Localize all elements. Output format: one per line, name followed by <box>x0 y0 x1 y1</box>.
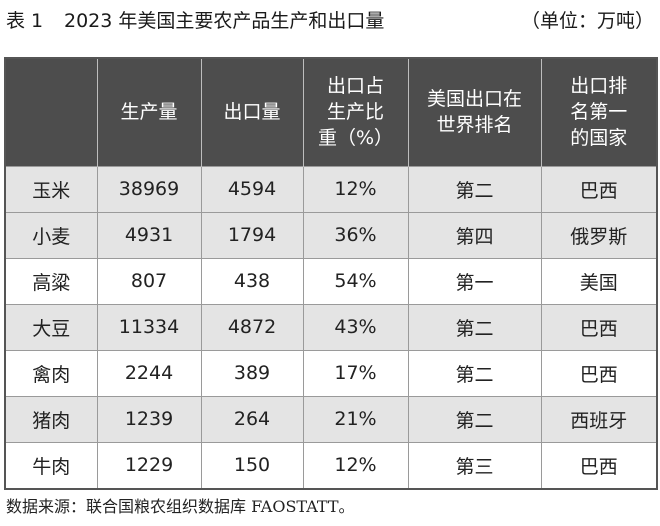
cell-top-exporter: 巴西 <box>541 165 657 212</box>
table-row: 高粱 807 438 54% 第一 美国 <box>5 257 657 304</box>
header-line: 世界排名 <box>436 114 513 137</box>
cell-top-exporter: 美国 <box>541 257 657 304</box>
cell-production: 807 <box>97 257 202 304</box>
cell-production: 1229 <box>97 441 202 489</box>
cell-export: 4594 <box>201 165 304 212</box>
cell-export: 389 <box>201 349 304 396</box>
cell-export: 4872 <box>201 303 304 350</box>
cell-top-exporter: 俄罗斯 <box>541 211 657 258</box>
cell-us-rank: 第二 <box>408 349 542 396</box>
cell-export-share: 17% <box>303 349 409 396</box>
table-row: 猪肉 1239 264 21% 第二 西班牙 <box>5 395 657 442</box>
cell-item: 禽肉 <box>5 349 98 396</box>
cell-item: 小麦 <box>5 211 98 258</box>
cell-us-rank: 第四 <box>408 211 542 258</box>
cell-top-exporter: 巴西 <box>541 349 657 396</box>
cell-export: 1794 <box>201 211 304 258</box>
header-line: 出口占 <box>326 75 384 98</box>
table-row: 玉米 38969 4594 12% 第二 巴西 <box>5 165 657 212</box>
header-cell-export: 出口量 <box>201 58 304 166</box>
cell-export-share: 54% <box>303 257 409 304</box>
cell-item: 牛肉 <box>5 441 98 489</box>
data-source-note: 数据来源：联合国粮农组织数据库 FAOSTATT。 <box>6 497 355 516</box>
header-line: 名第一 <box>570 101 628 124</box>
cell-export-share: 36% <box>303 211 409 258</box>
header-cell-export-share: 出口占 生产比 重（%） <box>303 58 409 166</box>
cell-export: 264 <box>201 395 304 442</box>
cell-export-share: 21% <box>303 395 409 442</box>
cell-export: 438 <box>201 257 304 304</box>
cell-production: 1239 <box>97 395 202 442</box>
header-line: 的国家 <box>570 127 628 150</box>
header-line: 生产比 <box>326 101 384 124</box>
cell-us-rank: 第二 <box>408 165 542 212</box>
cell-item: 大豆 <box>5 303 98 350</box>
cell-item: 玉米 <box>5 165 98 212</box>
cell-us-rank: 第一 <box>408 257 542 304</box>
header-line: 美国出口在 <box>426 88 522 111</box>
header-cell-top-exporter: 出口排 名第一 的国家 <box>541 58 657 166</box>
header-cell-production: 生产量 <box>97 58 202 166</box>
cell-top-exporter: 西班牙 <box>541 395 657 442</box>
header-line: 生产量 <box>120 101 178 124</box>
cell-us-rank: 第二 <box>408 395 542 442</box>
table-row: 大豆 11334 4872 43% 第二 巴西 <box>5 303 657 350</box>
header-cell-us-rank: 美国出口在 世界排名 <box>408 58 542 166</box>
cell-production: 11334 <box>97 303 202 350</box>
cell-item: 猪肉 <box>5 395 98 442</box>
table-number: 表 1 <box>6 10 44 32</box>
header-line: 重（%） <box>317 127 394 150</box>
cell-production: 38969 <box>97 165 202 212</box>
cell-top-exporter: 巴西 <box>541 303 657 350</box>
cell-top-exporter: 巴西 <box>541 441 657 489</box>
cell-export-share: 12% <box>303 441 409 489</box>
table-row: 小麦 4931 1794 36% 第四 俄罗斯 <box>5 211 657 258</box>
cell-production: 4931 <box>97 211 202 258</box>
table-caption: 表 1 2023 年美国主要农产品生产和出口量 （单位：万吨） <box>6 6 654 36</box>
cell-item: 高粱 <box>5 257 98 304</box>
header-row: 生产量 出口量 出口占 生产比 重（%） 美国出口在 世界排名 出口排 名第一 … <box>5 58 657 166</box>
table-row: 禽肉 2244 389 17% 第二 巴西 <box>5 349 657 396</box>
table-title: 2023 年美国主要农产品生产和出口量 <box>64 10 385 32</box>
cell-export-share: 43% <box>303 303 409 350</box>
cell-production: 2244 <box>97 349 202 396</box>
cell-us-rank: 第三 <box>408 441 542 489</box>
table-row: 牛肉 1229 150 12% 第三 巴西 <box>5 441 657 489</box>
cell-export: 150 <box>201 441 304 489</box>
header-line: 出口量 <box>223 101 281 124</box>
cell-us-rank: 第二 <box>408 303 542 350</box>
header-cell-item <box>5 58 98 166</box>
cell-export-share: 12% <box>303 165 409 212</box>
header-line: 出口排 <box>570 75 628 98</box>
data-table: 生产量 出口量 出口占 生产比 重（%） 美国出口在 世界排名 出口排 名第一 … <box>4 57 658 490</box>
unit-note: （单位：万吨） <box>520 10 654 32</box>
